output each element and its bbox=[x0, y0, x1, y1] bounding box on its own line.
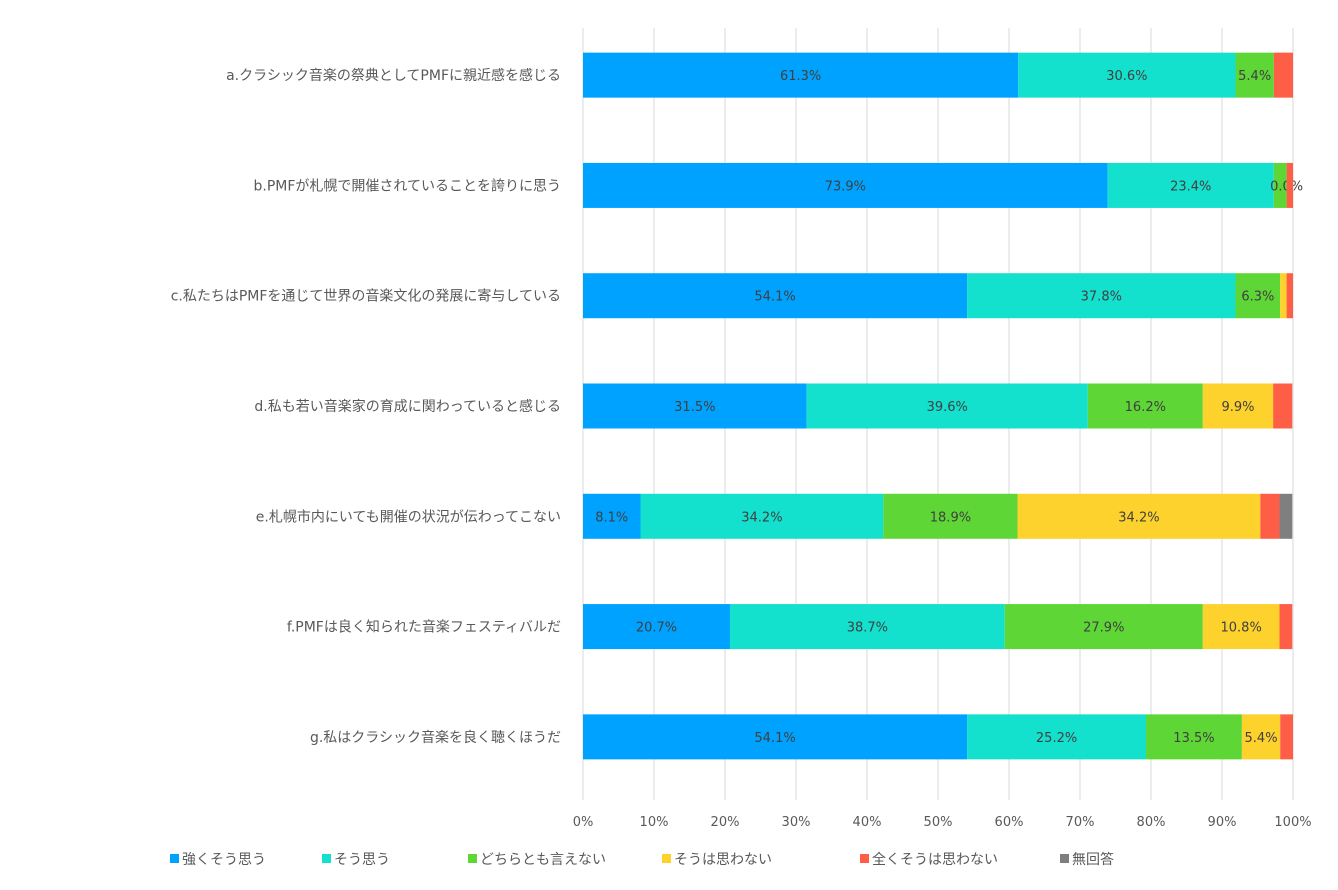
legend-swatch bbox=[322, 854, 331, 863]
bar-segment bbox=[1107, 162, 1274, 208]
data-label: 25.2% bbox=[1036, 731, 1077, 746]
bar-segment bbox=[583, 162, 1108, 208]
legend-label: 全くそうは思わない bbox=[872, 851, 998, 868]
legend-swatch bbox=[468, 854, 477, 863]
bar-segment bbox=[583, 714, 968, 760]
bar-segment bbox=[1235, 52, 1274, 98]
x-tick-label: 50% bbox=[924, 815, 953, 830]
bar-segment bbox=[729, 604, 1005, 650]
data-label: 39.6% bbox=[927, 400, 968, 415]
bar-segment bbox=[1087, 383, 1203, 429]
bar-segment bbox=[1241, 714, 1281, 760]
bar-segment bbox=[1280, 273, 1287, 319]
bar-segment bbox=[1004, 604, 1203, 650]
legend-label: 強くそう思う bbox=[182, 852, 266, 868]
data-label: 73.9% bbox=[825, 179, 866, 194]
data-label: 6.3% bbox=[1241, 290, 1274, 305]
x-tick-label: 70% bbox=[1066, 815, 1095, 830]
data-label: 5.4% bbox=[1245, 731, 1278, 746]
legend-label: 無回答 bbox=[1072, 851, 1114, 868]
x-tick-label: 60% bbox=[995, 815, 1024, 830]
data-label: 13.5% bbox=[1173, 731, 1214, 746]
data-label: 34.2% bbox=[741, 510, 782, 525]
category-label: f.PMFは良く知られた音楽フェスティバルだ bbox=[287, 619, 561, 636]
bar-segment bbox=[1279, 493, 1293, 539]
bar-segment bbox=[1273, 162, 1287, 208]
data-label: 8.1% bbox=[595, 510, 628, 525]
data-label: 10.8% bbox=[1221, 621, 1262, 636]
data-label: 30.6% bbox=[1106, 69, 1147, 84]
bar-segment bbox=[1273, 52, 1293, 98]
category-label: e.札幌市内にいても開催の状況が伝わってこない bbox=[256, 508, 561, 525]
bar-segment bbox=[583, 52, 1019, 98]
legend-swatch bbox=[662, 854, 671, 863]
legend-swatch bbox=[170, 854, 179, 863]
legend-swatch bbox=[860, 854, 869, 863]
x-tick-label: 30% bbox=[782, 815, 811, 830]
legend-label: どちらとも言えない bbox=[480, 852, 606, 868]
data-label: 20.7% bbox=[636, 621, 677, 636]
bar-segment bbox=[640, 493, 884, 539]
bar-segment bbox=[1260, 493, 1280, 539]
x-tick-label: 0% bbox=[573, 815, 594, 830]
bar-segment bbox=[583, 383, 807, 429]
bar-segment bbox=[1017, 493, 1261, 539]
data-label: 16.2% bbox=[1125, 400, 1166, 415]
data-label: 37.8% bbox=[1081, 290, 1122, 305]
category-label: a.クラシック音楽の祭典としてPMFに親近感を感じる bbox=[226, 67, 561, 84]
legend-label: そう思う bbox=[334, 852, 390, 868]
bar-segment bbox=[1202, 383, 1274, 429]
data-label: 31.5% bbox=[674, 400, 715, 415]
data-label: 9.9% bbox=[1221, 400, 1254, 415]
category-label: d.私も若い音楽家の育成に関わっていると感じる bbox=[254, 398, 561, 415]
bar-segment bbox=[1202, 604, 1280, 650]
bar-segment bbox=[583, 273, 968, 319]
data-label: 54.1% bbox=[754, 290, 795, 305]
x-tick-label: 100% bbox=[1274, 815, 1311, 830]
x-tick-label: 20% bbox=[711, 815, 740, 830]
data-label: 23.4% bbox=[1170, 179, 1211, 194]
legend-swatch bbox=[1060, 854, 1069, 863]
data-label: 18.9% bbox=[930, 510, 971, 525]
data-label: 54.1% bbox=[754, 731, 795, 746]
category-label: c.私たちはPMFを通じて世界の音楽文化の発展に寄与している bbox=[171, 288, 561, 305]
bar-segment bbox=[1146, 714, 1242, 760]
data-label: 38.7% bbox=[847, 621, 888, 636]
bar-segment bbox=[1235, 273, 1281, 319]
bar-segment bbox=[1018, 52, 1236, 98]
data-label: 34.2% bbox=[1118, 510, 1159, 525]
x-tick-label: 10% bbox=[640, 815, 669, 830]
bar-segment bbox=[1273, 383, 1293, 429]
category-label: b.PMFが札幌で開催されていることを誇りに思う bbox=[254, 178, 562, 194]
x-tick-label: 40% bbox=[853, 815, 882, 830]
data-label: 61.3% bbox=[780, 69, 821, 84]
bar-segment bbox=[967, 714, 1147, 760]
x-tick-label: 80% bbox=[1137, 815, 1166, 830]
bar-segment bbox=[967, 273, 1236, 319]
data-label: 27.9% bbox=[1083, 621, 1124, 636]
bar-segment bbox=[1279, 604, 1293, 650]
bar-segment bbox=[1280, 714, 1293, 760]
data-label: 5.4% bbox=[1238, 69, 1271, 84]
bar-segment bbox=[883, 493, 1018, 539]
bar-segment bbox=[806, 383, 1088, 429]
category-label: g.私はクラシック音楽を良く聴くほうだ bbox=[310, 729, 561, 746]
legend-label: そうは思わない bbox=[674, 852, 772, 868]
x-tick-label: 90% bbox=[1208, 815, 1237, 830]
bar-segment bbox=[583, 493, 641, 539]
bar-segment bbox=[583, 604, 730, 650]
bar-segment bbox=[1286, 162, 1293, 208]
bar-segment bbox=[1286, 273, 1293, 319]
